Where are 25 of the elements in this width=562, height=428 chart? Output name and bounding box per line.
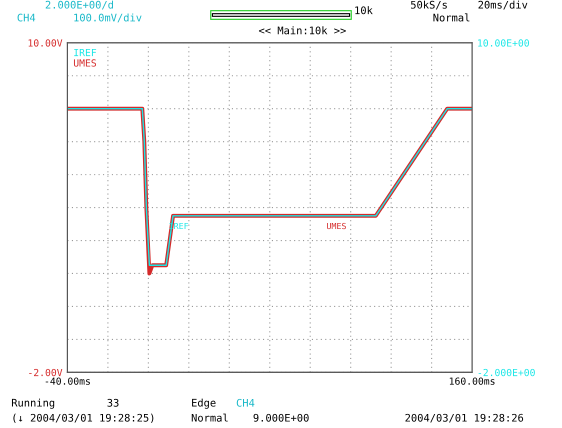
text: IREF <box>74 48 96 56</box>
y2-tick-label: 10.00E+00 <box>478 39 529 47</box>
x-tick-label: 160.00ms <box>450 377 495 385</box>
text: UMES <box>74 59 96 67</box>
text: (↓ 2004/03/01 19:28:25) <box>13 414 154 423</box>
text: Running <box>12 398 54 409</box>
text: 100.0mV/div <box>74 13 142 22</box>
text: 50kS/s <box>410 0 447 10</box>
text: 9.000E+00 <box>254 414 309 422</box>
text: 20ms/div <box>478 0 528 10</box>
text: 10k <box>355 6 373 14</box>
x-tick-label: -40.00ms <box>46 377 90 385</box>
text: CH4 <box>18 14 36 22</box>
text: CH4 <box>236 398 254 407</box>
annotation: UMES <box>327 222 346 230</box>
text: 2004/03/01 19:28:26 <box>405 414 524 423</box>
text: Normal <box>433 13 470 22</box>
text: Normal <box>192 414 228 422</box>
text: Edge <box>192 398 216 409</box>
text: << Main:10k >> <box>258 26 346 34</box>
y-tick-label: 10.00V <box>28 39 62 47</box>
y-tick-label: -2.00V <box>29 368 62 376</box>
text: 2.000E+00/d <box>46 0 113 10</box>
y2-tick-label: -2.000E+00 <box>478 368 535 376</box>
text: 33 <box>107 398 119 407</box>
